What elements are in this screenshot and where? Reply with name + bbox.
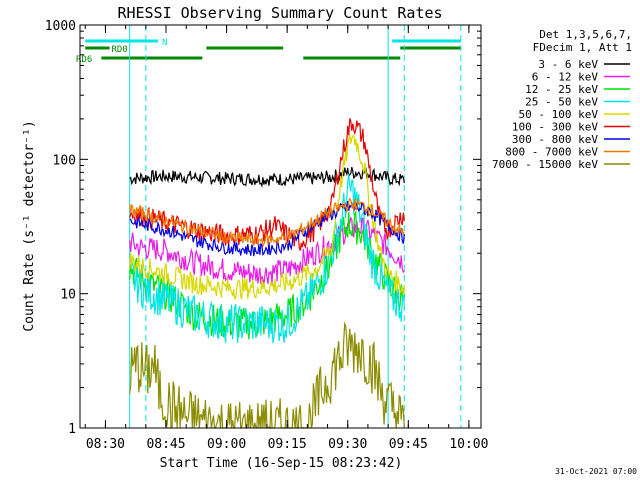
series-line (129, 134, 405, 301)
flag-label: RD6 (76, 55, 92, 65)
legend-label: 12 - 25 keV (525, 83, 598, 96)
x-axis-label: Start Time (16-Sep-15 08:23:42) (160, 456, 403, 471)
legend-label: 100 - 300 keV (512, 121, 598, 134)
plot-frame (79, 24, 482, 429)
legend-label: 50 - 100 keV (519, 108, 599, 121)
y-tick-label: 1 (68, 422, 76, 437)
x-tick-label: 09:00 (207, 437, 246, 452)
y-tick-label: 10 (60, 288, 76, 303)
series-lines (129, 118, 405, 430)
series-line (129, 201, 405, 257)
legend-label: 6 - 12 keV (532, 71, 599, 84)
legend: Det 1,3,5,6,7,FDecim 1, Att 1 3 - 6 keV6 … (492, 28, 632, 171)
x-tick-label: 08:45 (146, 437, 185, 452)
y-axis-ticks: 1 10 100 1000 (45, 19, 481, 437)
legend-header: Det 1,3,5,6,7, (539, 28, 632, 41)
series-line (129, 197, 405, 249)
y-tick-label: 100 (53, 153, 76, 168)
instrument-flags: N RD0 RD6 (76, 38, 461, 65)
legend-label: 800 - 7000 keV (505, 146, 598, 159)
legend-header: FDecim 1, Att 1 (533, 41, 632, 54)
series-line (129, 174, 405, 344)
y-axis-label: Count Rate (s⁻¹ detector⁻¹) (22, 120, 37, 331)
x-tick-label: 09:45 (389, 437, 428, 452)
footer-date: 31-Oct-2021 07:00 (555, 467, 637, 476)
x-axis-ticks: 08:30 08:45 09:00 09:15 09:30 09:45 10:00 (84, 25, 488, 452)
legend-label: 25 - 50 keV (525, 96, 598, 109)
y-tick-label: 1000 (45, 19, 76, 34)
legend-label: 3 - 6 keV (538, 58, 598, 71)
series-line (129, 166, 405, 188)
x-tick-label: 09:30 (328, 437, 367, 452)
x-tick-label: 10:00 (449, 437, 488, 452)
chart-title: RHESSI Observing Summary Count Rates (117, 4, 442, 22)
legend-label: 7000 - 15000 keV (492, 158, 598, 171)
x-tick-label: 09:15 (268, 437, 307, 452)
flag-label: RD0 (111, 45, 127, 55)
flag-label: N (162, 38, 167, 48)
x-tick-label: 08:30 (86, 437, 125, 452)
legend-label: 300 - 800 keV (512, 133, 598, 146)
